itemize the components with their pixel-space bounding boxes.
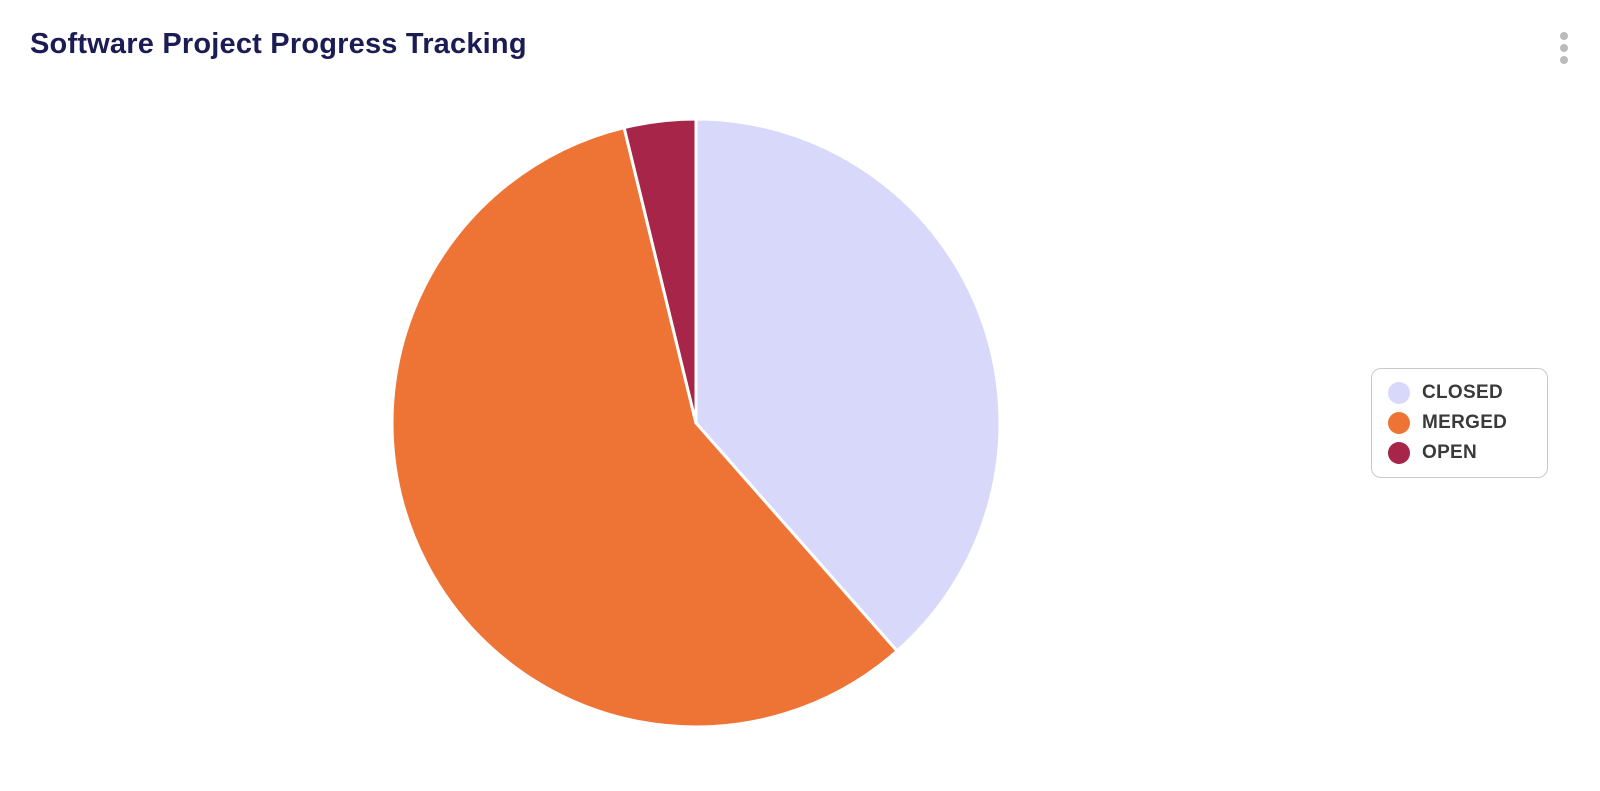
legend-item-merged[interactable]: MERGED xyxy=(1388,412,1531,434)
legend-swatch-open xyxy=(1388,442,1410,464)
pie-slice-merged[interactable] xyxy=(390,126,899,729)
more-options-button[interactable] xyxy=(1552,26,1576,70)
legend-swatch-merged xyxy=(1388,412,1410,434)
legend-label-open: OPEN xyxy=(1422,442,1478,463)
chart-legend: CLOSED MERGED OPEN xyxy=(1371,368,1548,478)
page-title: Software Project Progress Tracking xyxy=(30,28,527,60)
kebab-vertical-icon xyxy=(1560,32,1568,64)
legend-swatch-closed xyxy=(1388,382,1410,404)
legend-label-closed: CLOSED xyxy=(1422,382,1503,403)
legend-item-closed[interactable]: CLOSED xyxy=(1388,382,1531,404)
legend-item-open[interactable]: OPEN xyxy=(1388,442,1531,464)
pie-slice-closed[interactable] xyxy=(694,117,1002,653)
pie-slice-open[interactable] xyxy=(622,117,698,425)
legend-label-merged: MERGED xyxy=(1422,412,1508,433)
